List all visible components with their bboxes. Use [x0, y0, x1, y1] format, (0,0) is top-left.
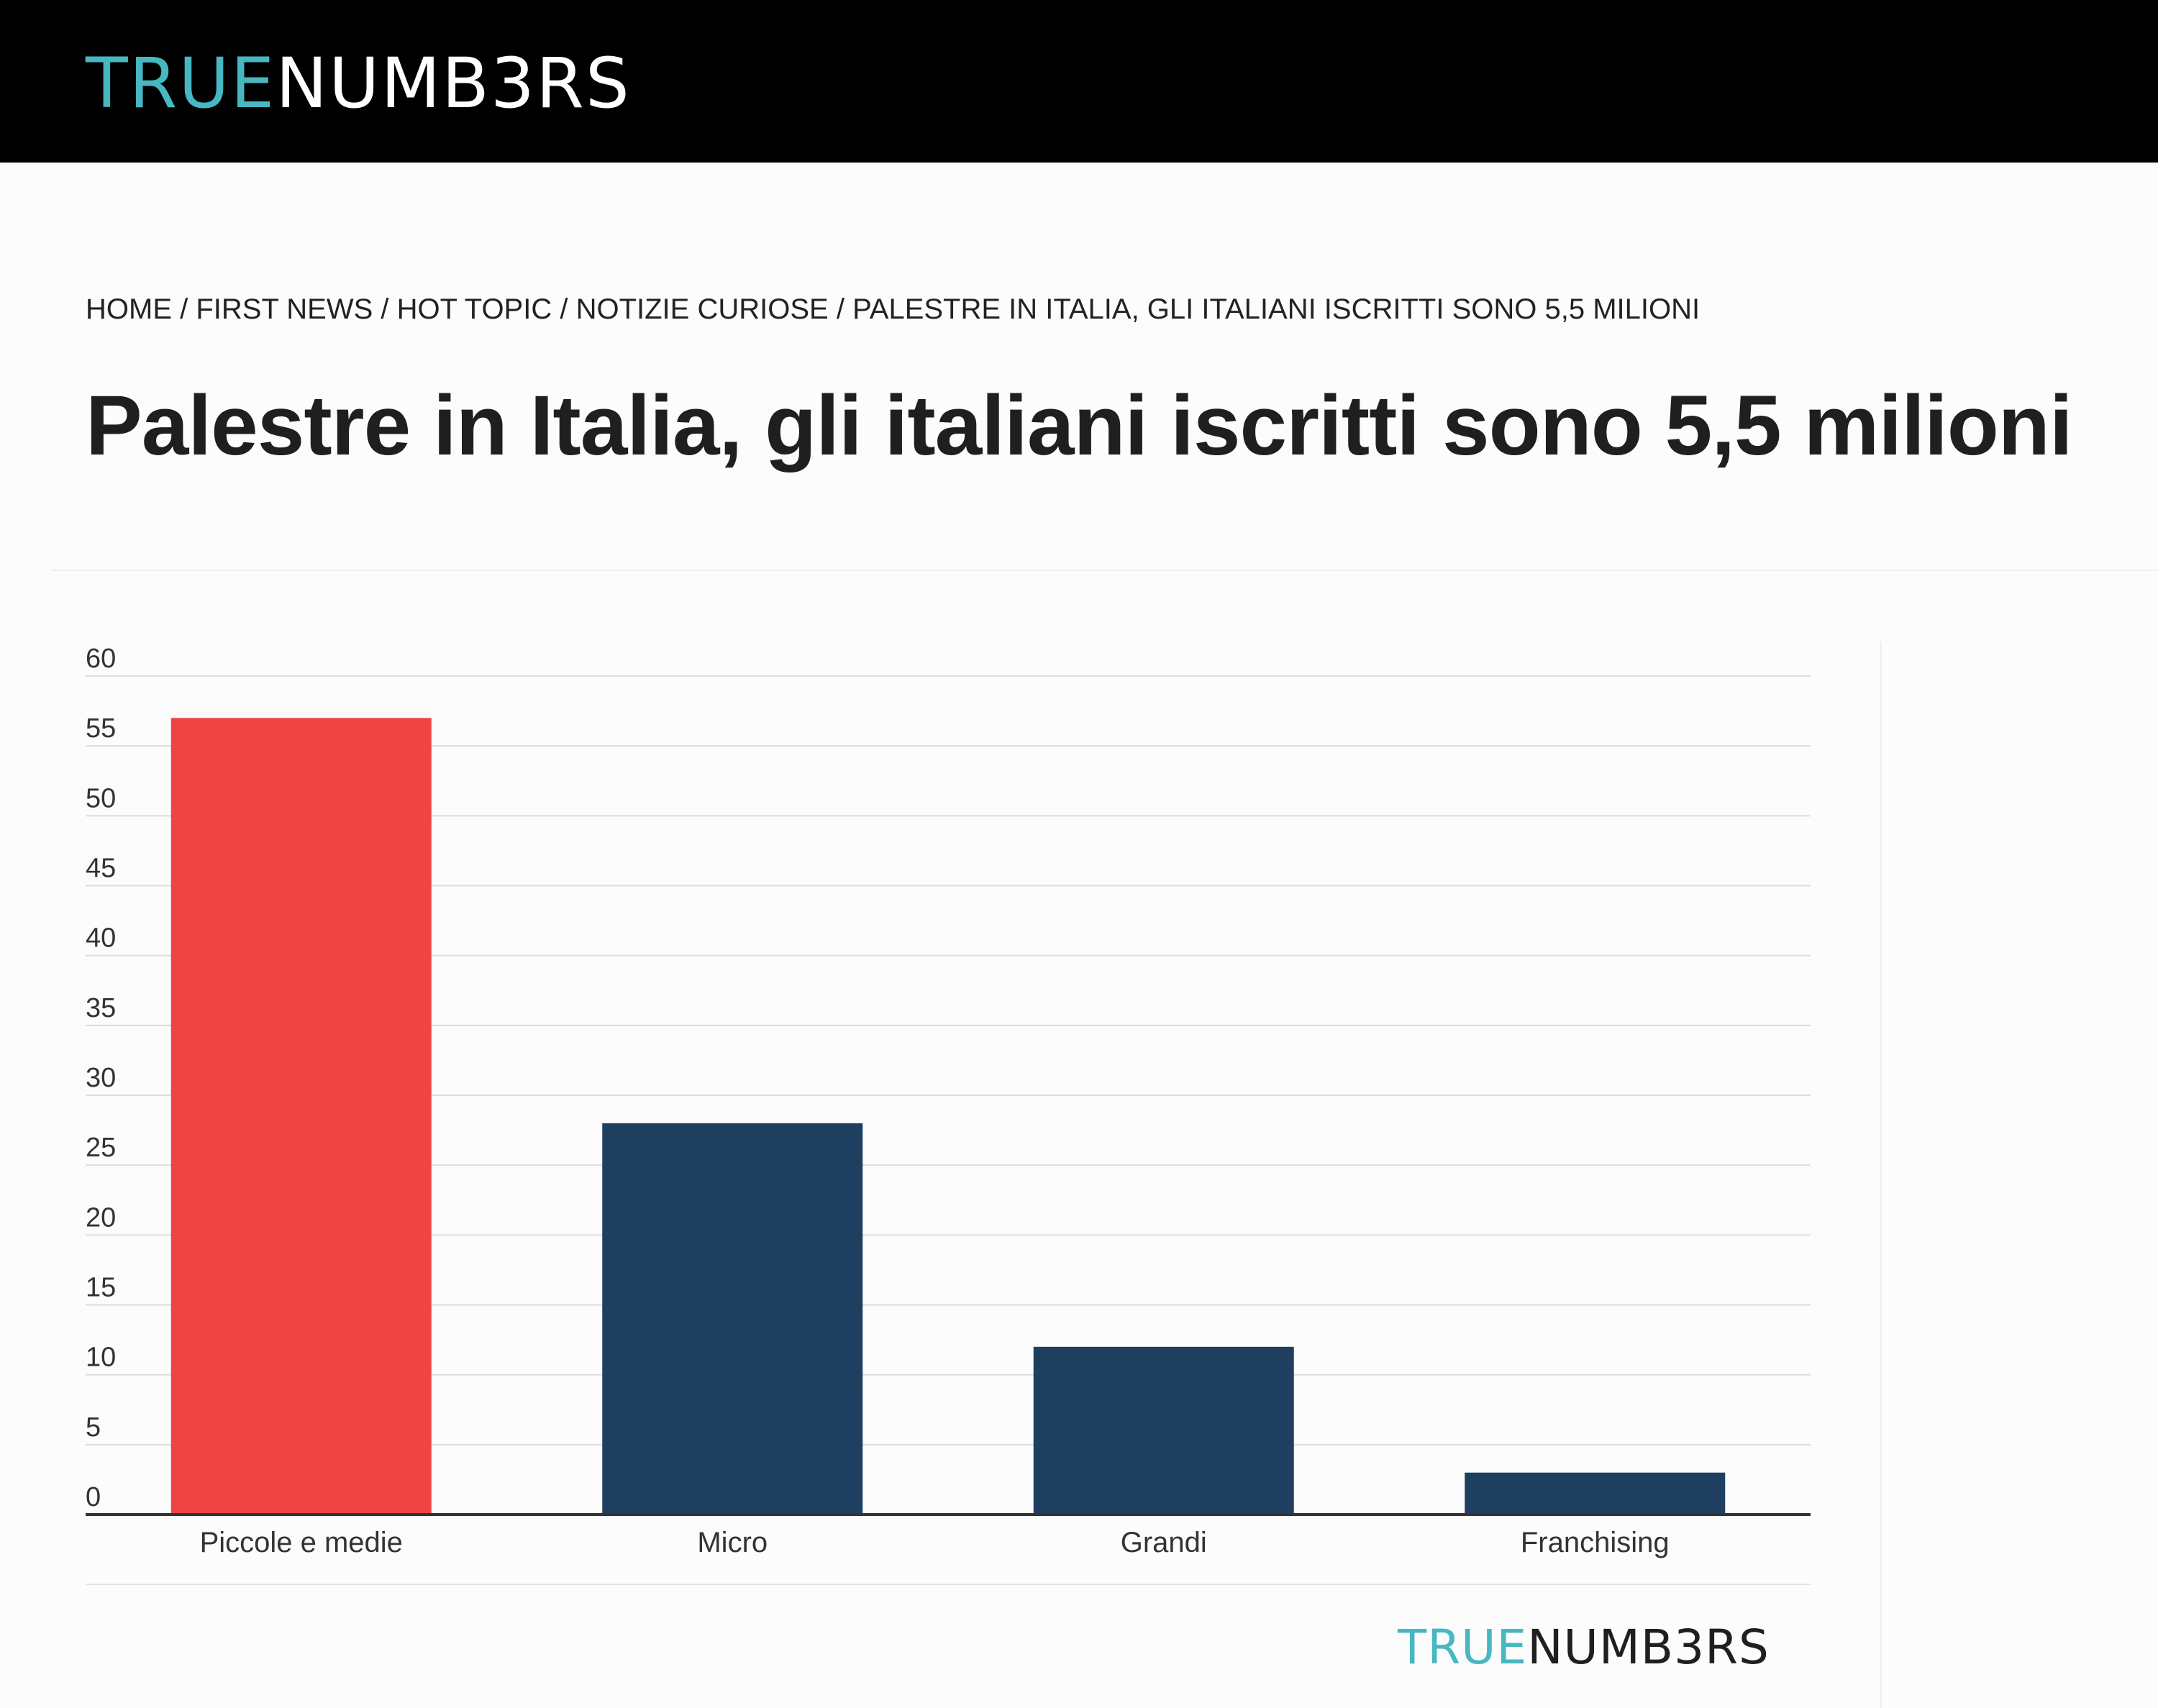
bar-micro: [602, 1123, 863, 1515]
breadcrumb-separator: /: [828, 293, 853, 325]
x-category-label: Franchising: [1521, 1527, 1670, 1558]
y-tick-label: 0: [86, 1482, 101, 1512]
x-category-label: Micro: [697, 1527, 768, 1558]
chart-bottom-divider: [86, 1584, 1811, 1585]
footer-logo-main-text: NUMB3RS: [1527, 1620, 1770, 1675]
y-tick-label: 55: [86, 713, 116, 744]
logo-accent-text: TRUE: [86, 43, 276, 124]
breadcrumb: HOME / FIRST NEWS / HOT TOPIC / NOTIZIE …: [86, 293, 1700, 326]
y-tick-label: 15: [86, 1273, 116, 1303]
y-tick-label: 35: [86, 993, 116, 1023]
x-category-label: Piccole e medie: [200, 1527, 403, 1558]
y-tick-label: 25: [86, 1133, 116, 1163]
y-tick-label: 30: [86, 1063, 116, 1093]
footer-logo-accent-text: TRUE: [1398, 1620, 1528, 1675]
chart-source-logo: TRUENUMB3RS: [1398, 1624, 1770, 1671]
header-divider: [52, 570, 2158, 571]
breadcrumb-item-first-news[interactable]: FIRST NEWS: [196, 293, 373, 325]
breadcrumb-item-notizie-curiose[interactable]: NOTIZIE CURIOSE: [575, 293, 829, 325]
bar-piccole-e-medie: [170, 718, 432, 1515]
truenumbers-logo[interactable]: TRUENUMB3RS: [86, 49, 631, 118]
breadcrumb-separator: /: [373, 293, 397, 325]
top-header-bar: TRUENUMB3RS: [0, 0, 2158, 163]
breadcrumb-separator: /: [552, 293, 576, 325]
x-category-label: Grandi: [1121, 1527, 1207, 1558]
bar-franchising: [1465, 1472, 1726, 1515]
y-tick-label: 45: [86, 854, 116, 884]
breadcrumb-item-hot-topic[interactable]: HOT TOPIC: [396, 293, 552, 325]
y-tick-label: 5: [86, 1412, 101, 1443]
bar-grandi: [1033, 1346, 1294, 1515]
page-title: Palestre in Italia, gli italiani iscritt…: [86, 378, 2073, 473]
y-tick-label: 40: [86, 923, 116, 954]
breadcrumb-item-current: PALESTRE IN ITALIA, GLI ITALIANI ISCRITT…: [852, 293, 1701, 325]
y-tick-label: 60: [86, 644, 116, 674]
y-tick-label: 50: [86, 783, 116, 813]
y-tick-label: 20: [86, 1202, 116, 1233]
y-tick-label: 10: [86, 1343, 116, 1373]
logo-main-text: NUMB3RS: [276, 43, 631, 124]
sidebar-divider: [1880, 641, 1882, 1708]
breadcrumb-separator: /: [172, 293, 196, 325]
breadcrumb-item-home[interactable]: HOME: [86, 293, 172, 325]
